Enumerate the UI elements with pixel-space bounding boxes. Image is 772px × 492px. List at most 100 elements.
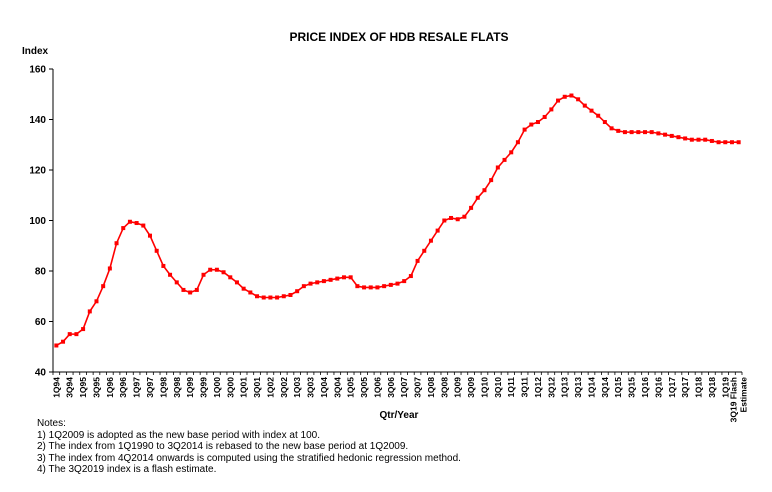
x-tick-label: 1Q12 (533, 377, 543, 398)
data-point (335, 276, 340, 281)
data-point (589, 108, 594, 113)
data-point (161, 263, 166, 268)
data-point (94, 299, 99, 304)
data-point (529, 122, 534, 127)
data-point (127, 219, 132, 224)
data-point (435, 228, 440, 233)
x-tick-label: 1Q97 (132, 377, 142, 398)
x-tick-label: 3Q13 (573, 377, 583, 398)
data-point (469, 205, 474, 210)
data-point (703, 137, 708, 142)
data-point (395, 281, 400, 286)
data-point (609, 126, 614, 131)
data-point (375, 285, 380, 290)
note-1: 1) 1Q2009 is adopted as the new base per… (37, 429, 320, 441)
x-tick-label: Estimate (739, 377, 749, 413)
data-point (81, 327, 86, 332)
x-tick-label: 3Q16 (653, 377, 663, 398)
data-point (515, 140, 520, 145)
x-tick-label: 1Q15 (613, 377, 623, 398)
data-point (388, 282, 393, 287)
x-tick-label: 1Q04 (319, 377, 329, 398)
data-point (622, 130, 627, 135)
data-point (121, 226, 126, 231)
x-tick-label: 1Q00 (212, 377, 222, 398)
data-point (275, 295, 280, 300)
data-point (281, 294, 286, 299)
y-tick-label: 40 (35, 368, 47, 379)
data-point (328, 277, 333, 282)
data-point (602, 120, 607, 125)
data-point (54, 343, 59, 348)
data-point (636, 130, 641, 135)
data-point (596, 113, 601, 118)
data-point (107, 266, 112, 271)
data-point (462, 214, 467, 219)
data-point (255, 294, 260, 299)
notes-block: Notes: 1) 1Q2009 is adopted as the new b… (37, 418, 461, 476)
data-point (134, 221, 139, 226)
note-4: 4) The 3Q2019 index is a flash estimate. (37, 464, 217, 476)
x-tick-label: 3Q04 (332, 377, 342, 398)
x-tick-label: 1Q95 (78, 377, 88, 398)
data-point (422, 248, 427, 253)
data-point (576, 97, 581, 102)
data-point (723, 140, 728, 145)
x-tick-label: 3Q08 (439, 377, 449, 398)
data-point (87, 309, 92, 314)
y-tick-label: 80 (35, 267, 47, 278)
data-point (629, 130, 634, 135)
data-point (261, 295, 266, 300)
x-tick-label: 1Q08 (426, 377, 436, 398)
data-point (248, 290, 253, 295)
y-tick-label: 160 (29, 65, 46, 76)
x-tick-label: 1Q09 (453, 377, 463, 398)
x-tick-label: 1Q14 (586, 377, 596, 398)
data-point (449, 215, 454, 220)
data-point (147, 233, 152, 238)
x-tick-label: 1Q99 (185, 377, 195, 398)
data-point (502, 157, 507, 162)
x-tick-label: 1Q10 (479, 377, 489, 398)
data-point (482, 188, 487, 193)
y-tick-label: 100 (29, 216, 46, 227)
data-point (428, 238, 433, 243)
data-point (408, 274, 413, 279)
x-tick-label: 1Q13 (560, 377, 570, 398)
x-tick-label: 3Q03 (306, 377, 316, 398)
x-tick-label: 3Q15 (627, 377, 637, 398)
data-point (234, 280, 239, 285)
x-tick-label: 3Q96 (118, 377, 128, 398)
x-tick-label: 3Q19 Flash (729, 377, 739, 422)
data-point (301, 284, 306, 289)
data-point (455, 217, 460, 222)
data-point (214, 267, 219, 272)
x-tick-label: 1Q07 (399, 377, 409, 398)
data-point (288, 292, 293, 297)
data-point (168, 272, 173, 277)
data-point (308, 281, 313, 286)
data-point (181, 287, 186, 292)
y-tick-label: 120 (29, 166, 46, 177)
x-tick-label: 1Q16 (640, 377, 650, 398)
data-point (368, 285, 373, 290)
data-point (709, 138, 714, 143)
data-point (489, 178, 494, 183)
x-tick-label: 3Q95 (91, 377, 101, 398)
data-point (174, 280, 179, 285)
data-point (221, 270, 226, 275)
data-point (549, 107, 554, 112)
y-tick-label: 60 (35, 317, 47, 328)
x-tick-label: 3Q02 (279, 377, 289, 398)
data-point (676, 135, 681, 140)
data-point (442, 218, 447, 223)
x-tick-label: 1Q19 (720, 377, 730, 398)
x-tick-label: 3Q97 (145, 377, 155, 398)
data-point (355, 284, 360, 289)
data-point (208, 267, 213, 272)
data-point (669, 133, 674, 138)
data-point (201, 272, 206, 277)
note-3: 3) The index from 4Q2014 onwards is comp… (37, 452, 461, 464)
data-point (154, 248, 159, 253)
data-point (582, 103, 587, 108)
